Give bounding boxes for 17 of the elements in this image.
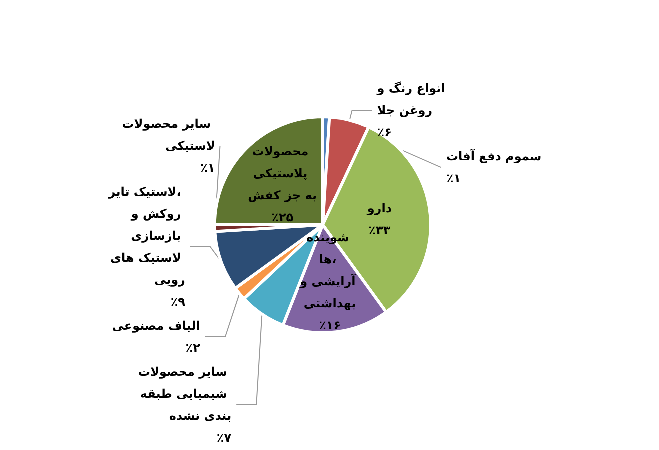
slice-label: انواع رنگ و روغن جلا: [376, 82, 450, 118]
data-label: ٪۱۶: [319, 318, 342, 333]
slice-label: دارو: [366, 202, 392, 216]
data-label: ٪۱: [200, 161, 216, 175]
slice-label: لاستیک تایر، روکش و بازسازی لاستیک های رویی: [108, 185, 186, 287]
slice-label: سموم دفع آفات: [446, 148, 542, 164]
data-label: ٪۹: [170, 295, 186, 309]
slice-label: الیاف مصنوعی: [112, 319, 200, 333]
slice-label: سایر محصولات لاستیکی: [122, 117, 216, 153]
data-label: ٪۲: [186, 341, 202, 355]
slice-label: محصولات پلاستیکی به جز کفش: [248, 144, 318, 203]
data-label: ٪۳۳: [368, 224, 392, 238]
data-label: ٪۲۵: [272, 210, 294, 225]
slice-label: سایر محصولات شیمیایی طبقه بندی نشده: [138, 365, 232, 423]
data-label: ٪۷: [216, 431, 232, 445]
data-label: ٪۶: [377, 126, 392, 140]
data-label: ٪۱: [446, 172, 462, 186]
